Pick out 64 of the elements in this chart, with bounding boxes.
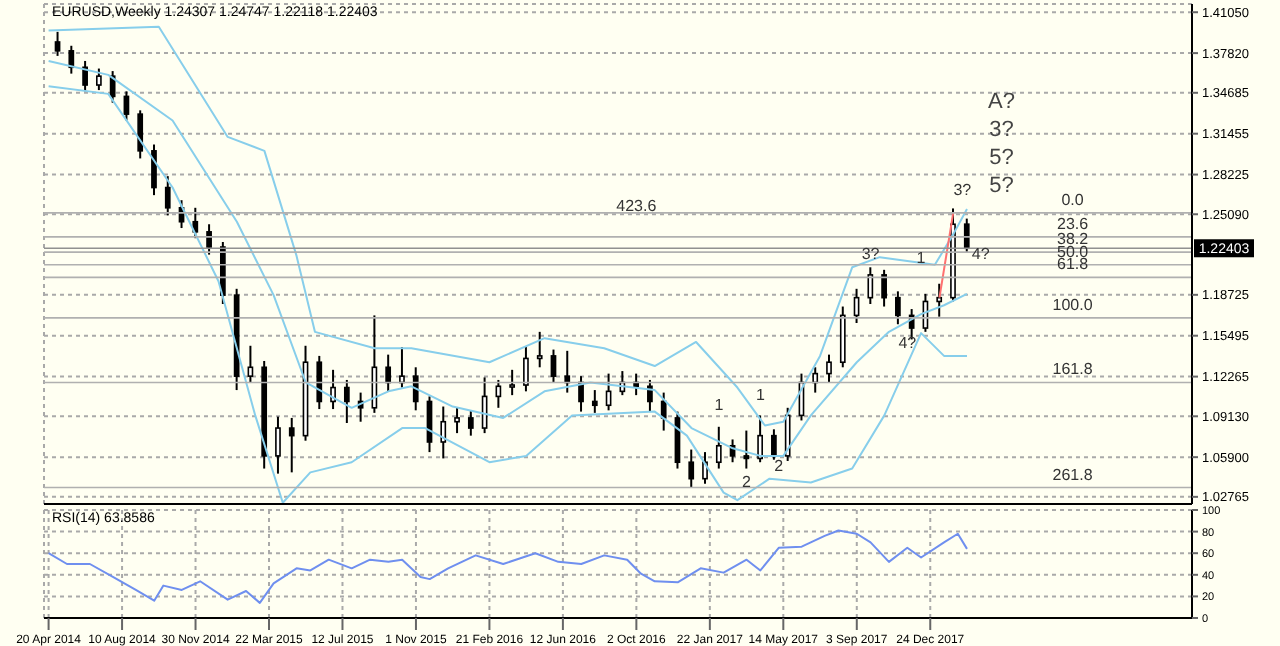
candlestick xyxy=(68,44,75,75)
candlestick xyxy=(54,30,61,57)
annotation: 1 xyxy=(755,385,766,404)
candlestick xyxy=(688,448,695,489)
candlestick xyxy=(151,143,157,197)
annotation: 2 xyxy=(774,456,785,475)
annotation: 2 xyxy=(742,473,753,492)
annotation: 3? xyxy=(953,180,973,199)
candlestick xyxy=(743,429,750,470)
candlestick xyxy=(536,330,543,369)
candlestick xyxy=(316,354,323,411)
annotation: 423.6 xyxy=(616,197,658,216)
candlestick xyxy=(399,346,405,389)
candlestick xyxy=(647,378,653,413)
annotation: 3? xyxy=(861,245,881,264)
candlestick xyxy=(82,59,88,93)
candlestick xyxy=(523,346,529,393)
candlestick xyxy=(164,175,171,217)
candlestick xyxy=(881,268,887,308)
candlestick xyxy=(109,70,116,104)
annotation: 161.8 xyxy=(1052,360,1094,379)
candlestick xyxy=(839,305,846,369)
annotation: 4? xyxy=(898,333,918,352)
candlestick xyxy=(385,353,392,393)
annotation: 100.0 xyxy=(1052,295,1094,314)
candlestick xyxy=(275,415,281,475)
candlestick xyxy=(192,206,199,240)
candlestick xyxy=(867,266,874,305)
candlestick xyxy=(330,368,336,411)
annotation: 261.8 xyxy=(1052,465,1094,484)
candlestick xyxy=(784,406,791,462)
candlestick xyxy=(495,378,502,409)
line-series xyxy=(47,529,968,604)
annotation: 23.6 xyxy=(1057,214,1090,233)
candlestick xyxy=(454,406,460,435)
candlestick xyxy=(412,366,419,412)
candlestick xyxy=(343,378,350,424)
annotation: 5? xyxy=(988,172,1015,200)
candlestick xyxy=(288,416,295,474)
candlestick xyxy=(702,451,708,485)
candlestick xyxy=(137,109,144,160)
candlestick xyxy=(757,414,763,464)
annotation: A? xyxy=(988,88,1015,116)
candlestick xyxy=(963,217,970,253)
annotation: 5? xyxy=(988,144,1015,172)
candlestick xyxy=(660,391,667,432)
candlestick xyxy=(564,349,571,394)
annotation: 4? xyxy=(971,245,991,264)
annotation: 61.8 xyxy=(1057,255,1090,274)
annotation: 1 xyxy=(714,395,725,414)
candlestick xyxy=(826,353,832,384)
candlestick xyxy=(440,405,447,460)
annotation: 3? xyxy=(988,116,1015,144)
annotation: 0.0 xyxy=(1061,190,1085,209)
candlestick xyxy=(936,282,943,318)
candlestick xyxy=(96,67,102,92)
candlestick xyxy=(771,428,777,461)
candlestick xyxy=(247,344,254,384)
candlestick xyxy=(467,409,474,437)
candlestick xyxy=(895,290,901,326)
candlestick xyxy=(715,425,722,470)
candlestick xyxy=(591,389,598,414)
candlestick xyxy=(509,368,516,397)
candlestick xyxy=(812,366,819,394)
